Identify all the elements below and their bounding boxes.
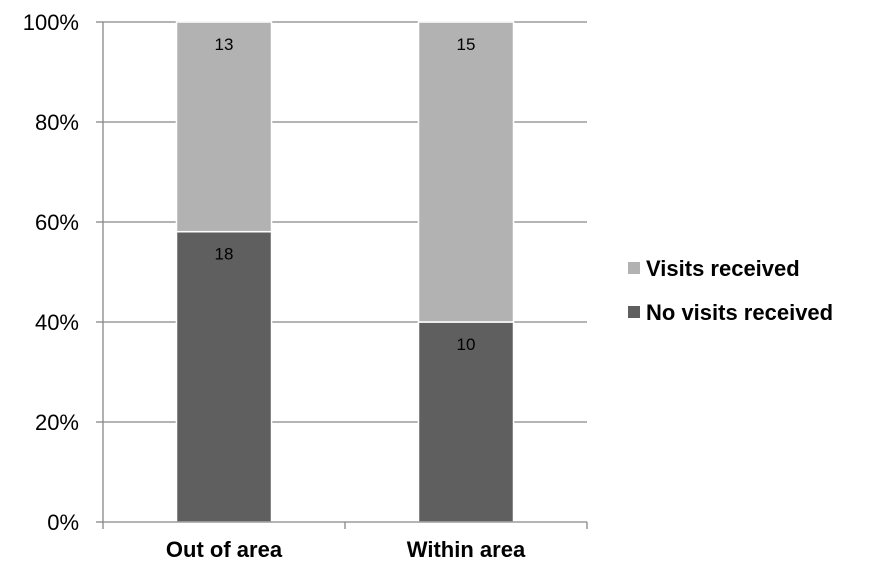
data-label: 10 <box>457 335 476 354</box>
legend-label: No visits received <box>646 300 833 325</box>
y-tick-label: 100% <box>23 10 79 35</box>
y-tick-label: 60% <box>35 210 79 235</box>
legend-swatch <box>628 262 640 274</box>
data-label: 13 <box>215 35 234 54</box>
data-label: 18 <box>215 245 234 264</box>
y-tick-label: 40% <box>35 310 79 335</box>
bar-segment <box>417 21 515 323</box>
y-tick-label: 80% <box>35 110 79 135</box>
bar-segment <box>175 21 273 233</box>
axes <box>96 21 588 529</box>
bars <box>175 21 515 523</box>
data-label: 15 <box>457 35 476 54</box>
legend-swatch <box>628 306 640 318</box>
y-tick-label: 0% <box>47 510 79 535</box>
legend: Visits received No visits received <box>628 256 833 325</box>
x-category-label: Within area <box>407 537 526 562</box>
gridlines <box>103 21 587 423</box>
y-tick-label: 20% <box>35 410 79 435</box>
x-category-label: Out of area <box>166 537 283 562</box>
legend-label: Visits received <box>646 256 800 281</box>
labels: 0% 20% 40% 60% 80% 100% 18 13 Out of area 10 15 Wit… <box>23 10 526 562</box>
bar-segment <box>175 230 273 523</box>
